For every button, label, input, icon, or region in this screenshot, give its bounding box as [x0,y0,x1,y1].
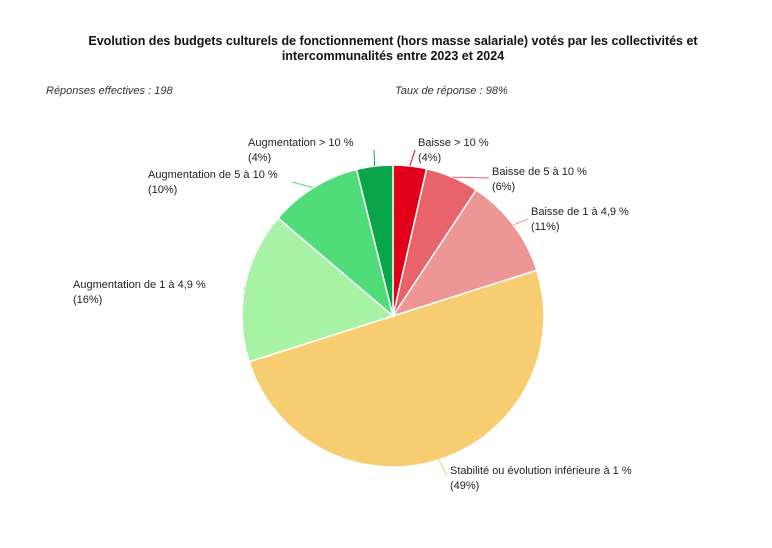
slice-percent-label: (11%) [531,221,560,233]
slice-label: Augmentation > 10 % [248,137,354,149]
slice-percent-label: (16%) [73,294,102,306]
leader-line [373,149,376,167]
pie-slice [241,217,395,363]
slice-label: Augmentation de 5 à 10 % [148,169,278,181]
responses-note: Réponses effectives : 198 [46,85,173,97]
slice-label: Stabilité ou évolution inférieure à 1 % [450,465,632,477]
slice-labels: Baisse > 10 % (4%) Baisse de 5 à 10 % (6%) B… [73,137,632,492]
leader-line [291,181,314,189]
leader-line [242,285,246,291]
slice-label: Baisse de 1 à 4,9 % [531,206,629,218]
leader-line [513,218,529,226]
pie-slice [391,188,538,318]
slice-label: Baisse > 10 % [418,137,489,149]
slice-percent-label: (49%) [450,480,479,492]
chart-title-line-1: Evolution des budgets culturels de fonct… [88,34,698,48]
leader-line [438,459,448,477]
pie-slice [248,269,545,468]
pie-slice [276,168,395,319]
pie-slices [241,164,545,468]
chart-title-line-2: intercommunalités entre 2023 et 2024 [282,49,504,63]
slice-percent-label: (10%) [148,184,177,196]
response-rate-note: Taux de réponse : 98% [395,85,508,97]
slice-percent-label: (4%) [248,152,271,164]
slice-percent-label: (4%) [418,152,441,164]
leader-line [452,176,490,179]
slice-label: Baisse de 5 à 10 % [492,166,587,178]
slice-label: Augmentation de 1 à 4,9 % [73,279,206,291]
slice-percent-label: (6%) [492,181,515,193]
leader-line [409,149,416,167]
